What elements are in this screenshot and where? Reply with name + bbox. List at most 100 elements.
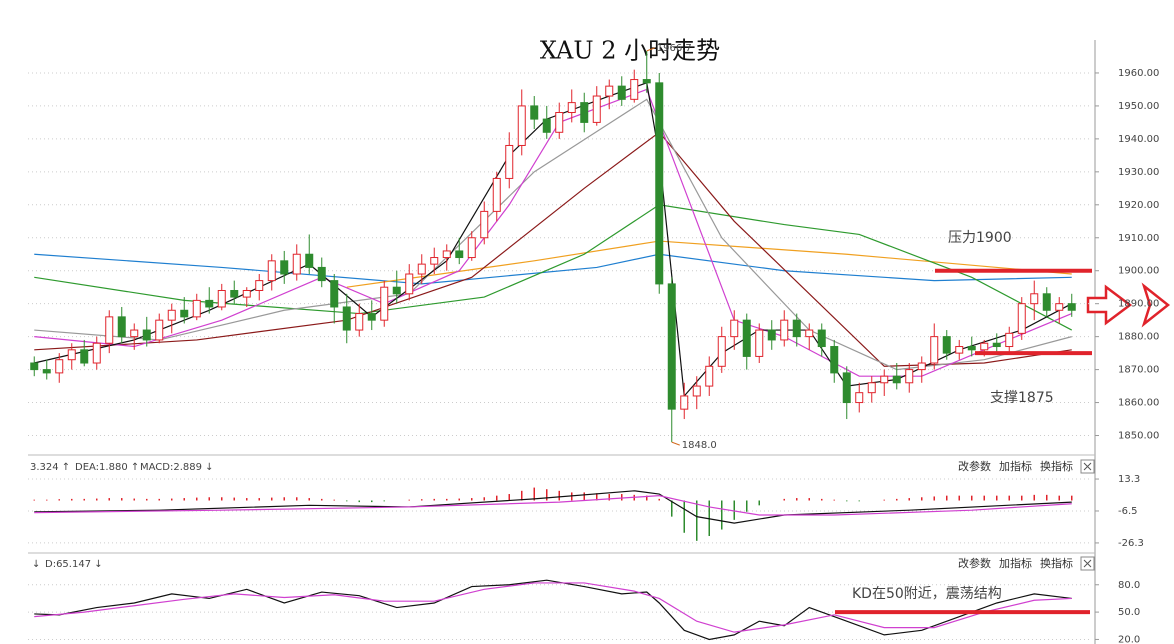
candle-body <box>405 273 414 295</box>
arrow-icon <box>1086 282 1171 328</box>
y-tick-label: 1850.00 <box>1118 431 1159 442</box>
y-tick-label: -26.3 <box>1118 538 1144 549</box>
candle-body <box>1067 303 1076 311</box>
extreme-label: 1848.0 <box>682 440 717 451</box>
candle-body <box>917 362 926 371</box>
y-tick-label: 80.0 <box>1118 580 1140 591</box>
candle-body <box>217 289 226 308</box>
panel-button[interactable]: 加指标 <box>999 459 1032 473</box>
y-tick-label: 1930.00 <box>1118 167 1159 178</box>
y-tick-label: 1920.00 <box>1118 200 1159 211</box>
y-tick-label: 1870.00 <box>1118 365 1159 376</box>
candle-body <box>992 342 1001 348</box>
candle-body <box>167 309 176 321</box>
candle-body <box>830 346 839 374</box>
candle-body <box>355 313 364 331</box>
indicator-line <box>34 490 1072 524</box>
candle-body <box>980 342 989 351</box>
candle-body <box>655 82 664 285</box>
candle-body <box>430 257 439 265</box>
candle-body <box>92 342 101 364</box>
panel-button[interactable]: 换指标 <box>1040 459 1073 473</box>
candle-body <box>205 299 214 308</box>
candle-body <box>292 253 301 275</box>
candle-body <box>867 382 876 394</box>
candle-body <box>567 102 576 114</box>
y-tick-label: 50.0 <box>1118 607 1140 618</box>
y-tick-label: 1950.00 <box>1118 101 1159 112</box>
candle-body <box>342 306 351 331</box>
candle-body <box>855 392 864 404</box>
candle-body <box>1005 332 1014 348</box>
candle-body <box>155 319 164 341</box>
candle-body <box>1017 303 1026 334</box>
extreme-pointer <box>671 441 680 446</box>
close-button[interactable] <box>1080 459 1095 474</box>
candle-body <box>592 95 601 123</box>
candle-body <box>455 250 464 259</box>
indicator-line <box>34 88 1072 377</box>
close-button[interactable] <box>1080 556 1095 571</box>
y-tick-label: 1880.00 <box>1118 332 1159 343</box>
indicator-header: 3.324 ↑ <box>30 462 70 473</box>
candle-body <box>742 319 751 357</box>
candle-body <box>255 280 264 291</box>
candle-body <box>780 319 789 341</box>
candle-body <box>1055 303 1064 311</box>
y-tick-label: 1940.00 <box>1118 134 1159 145</box>
candle-body <box>480 210 489 239</box>
candle-body <box>380 286 389 321</box>
candle-body <box>517 105 526 146</box>
candle-body <box>542 118 551 133</box>
y-tick-label: 1890.00 <box>1118 299 1159 310</box>
candle-body <box>117 316 126 338</box>
candle-body <box>492 177 501 212</box>
candle-body <box>605 85 614 97</box>
candle-body <box>80 349 89 364</box>
candle-body <box>530 105 539 120</box>
panel-button[interactable]: 加指标 <box>999 556 1032 570</box>
y-tick-label: 1860.00 <box>1118 398 1159 409</box>
candle-body <box>317 266 326 282</box>
candle-body <box>942 336 951 354</box>
candle-body <box>617 85 626 100</box>
indicator-header: ↓ <box>32 559 40 570</box>
candle-body <box>805 329 814 338</box>
panel-button[interactable]: 改参数 <box>958 556 991 570</box>
candle-body <box>817 329 826 348</box>
candle-body <box>930 336 939 364</box>
candle-body <box>130 329 139 338</box>
candle-body <box>680 395 689 410</box>
annotation-text: KD在50附近，震荡结构 <box>852 586 1002 602</box>
candle-body <box>880 375 889 384</box>
candle-body <box>842 372 851 404</box>
candle-body <box>905 369 914 384</box>
extreme-pointer <box>646 47 655 52</box>
y-tick-label: -6.5 <box>1118 506 1138 517</box>
candle-body <box>230 289 239 298</box>
indicator-line <box>34 579 1072 641</box>
indicator-line <box>34 253 1072 285</box>
candle-body <box>305 253 314 268</box>
candle-body <box>442 250 451 259</box>
y-tick-label: 1960.00 <box>1118 68 1159 79</box>
candle-body <box>417 263 426 275</box>
candle-body <box>792 319 801 338</box>
candle-body <box>667 283 676 410</box>
candle-body <box>892 375 901 384</box>
annotation-text: 压力1900 <box>948 230 1012 246</box>
indicator-line <box>34 495 1072 516</box>
indicator-header: D:65.147 ↓ <box>45 559 103 570</box>
y-tick-label: 1910.00 <box>1118 233 1159 244</box>
candle-body <box>505 144 514 179</box>
panel-button[interactable]: 改参数 <box>958 459 991 473</box>
candle-body <box>467 237 476 259</box>
candle-body <box>692 385 701 397</box>
candle-body <box>330 280 339 308</box>
indicator-header: MACD:2.889 ↓ <box>140 462 214 473</box>
y-tick-label: 1900.00 <box>1118 266 1159 277</box>
candle-body <box>42 369 51 374</box>
panel-button[interactable]: 换指标 <box>1040 556 1073 570</box>
